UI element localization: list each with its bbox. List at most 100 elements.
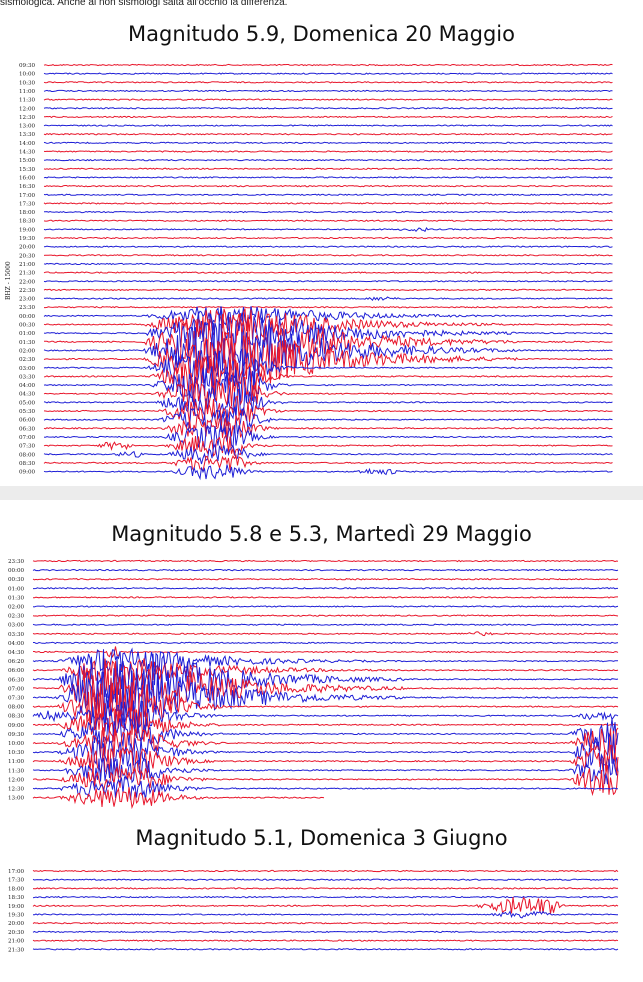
tick-label: 01:30	[8, 595, 25, 601]
seismic-trace	[43, 133, 613, 136]
tick-label: 07:30	[8, 696, 25, 702]
seismic-trace	[32, 869, 619, 873]
seismic-trace	[32, 578, 619, 581]
tick-label: 02:30	[8, 614, 25, 620]
seismic-trace	[32, 878, 619, 881]
tick-label: 20:30	[8, 930, 25, 936]
seismic-trace	[43, 226, 613, 233]
tick-label: 18:30	[8, 895, 25, 901]
tick-label: 06:20	[8, 659, 25, 665]
tick-label: 09:30	[8, 732, 25, 738]
seismic-trace	[44, 305, 613, 309]
seismic-trace	[32, 649, 619, 708]
seismic-trace	[43, 81, 613, 84]
tick-label: 21:00	[19, 262, 36, 268]
tick-label: 18:00	[8, 886, 25, 892]
tick-label: 00:00	[19, 314, 36, 320]
tick-label: 17:30	[8, 878, 25, 884]
seismic-trace	[43, 89, 613, 93]
tick-label: 20:30	[19, 253, 36, 259]
tick-label: 07:00	[19, 435, 36, 441]
tick-label: 07:30	[19, 444, 36, 450]
tick-label: 01:30	[19, 340, 36, 346]
tick-label: 08:00	[8, 705, 25, 711]
seismic-trace	[32, 744, 619, 776]
tick-label: 04:00	[19, 383, 36, 389]
panel-1-title: Magnitudo 5.9, Domenica 20 Maggio	[128, 22, 515, 46]
tick-label: 02:00	[8, 605, 25, 611]
seismic-trace	[32, 939, 619, 942]
seismic-trace	[43, 464, 613, 481]
tick-label: 19:00	[8, 904, 25, 910]
seismic-trace	[32, 765, 619, 797]
seismic-trace	[43, 407, 613, 435]
tick-label: 19:00	[19, 227, 36, 233]
tick-label: 10:30	[19, 80, 36, 86]
tick-label: 04:30	[19, 392, 36, 398]
tick-label: 18:00	[19, 210, 36, 216]
seismic-trace	[32, 776, 618, 800]
seismic-trace	[32, 887, 619, 890]
seismic-trace	[43, 395, 613, 428]
tick-label: 02:30	[19, 357, 36, 363]
seismic-trace	[43, 280, 613, 283]
tick-label: 12:00	[19, 106, 36, 112]
tick-label: 10:00	[19, 72, 36, 78]
seismic-trace	[43, 308, 613, 341]
tick-label: 23:30	[19, 305, 36, 311]
seismic-trace	[43, 435, 613, 457]
tick-label: 02:00	[19, 348, 36, 354]
seismic-trace	[32, 605, 619, 608]
tick-label: 00:30	[8, 577, 25, 583]
tick-label: 10:00	[8, 741, 25, 747]
tick-label: 01:00	[19, 331, 36, 337]
seismogram-1: BHZ - 15000 09:30 10:00 10:30 11:00 11:30 12:0…	[5, 63, 613, 481]
tick-label: 08:30	[8, 714, 25, 720]
tick-label: 13:00	[8, 796, 25, 802]
seismic-trace	[32, 895, 619, 899]
seismic-trace	[43, 63, 613, 67]
tick-label: 14:00	[19, 141, 36, 147]
seismic-trace	[32, 559, 619, 563]
tick-label: 21:30	[8, 947, 25, 953]
seismic-trace	[43, 193, 613, 196]
seismic-trace	[43, 385, 613, 420]
seismic-trace	[43, 72, 613, 75]
seismic-trace	[43, 176, 613, 179]
tick-label: 10:30	[8, 750, 25, 756]
panel-2-title: Magnitudo 5.8 e 5.3, Martedì 29 Maggio	[111, 522, 532, 546]
seismic-trace	[32, 647, 619, 674]
tick-label: 06:00	[19, 418, 36, 424]
seismic-trace	[43, 245, 613, 248]
tick-label: 05:30	[19, 409, 36, 415]
seismic-trace	[43, 356, 613, 398]
tick-label: 11:30	[19, 98, 36, 104]
tick-label: 08:30	[19, 461, 36, 467]
tick-label: 17:00	[8, 869, 25, 875]
tick-label: 06:30	[19, 426, 36, 432]
seismic-trace	[32, 568, 619, 572]
seismic-trace	[32, 930, 619, 934]
seismic-trace	[43, 425, 613, 450]
tick-label: 16:30	[19, 184, 36, 190]
seismic-trace	[43, 167, 613, 171]
seismic-trace	[43, 219, 613, 222]
tick-label: 00:00	[8, 568, 25, 574]
tick-label: 15:00	[19, 158, 36, 164]
tick-label: 19:30	[8, 913, 25, 919]
seismic-trace	[43, 376, 613, 409]
seismic-trace	[32, 727, 619, 759]
tick-label: 21:00	[8, 939, 25, 945]
tick-label: 12:30	[8, 787, 25, 793]
seismic-trace	[43, 321, 613, 378]
page-caption: sismologica. Anche ai non sismologi salt…	[0, 0, 288, 8]
seismogram-panel-2: Magnitudo 5.8 e 5.3, Martedì 29 Maggio 2…	[0, 502, 643, 982]
seismic-trace	[43, 158, 613, 162]
seismogram-panel-1: Magnitudo 5.9, Domenica 20 Maggio BHZ - …	[0, 10, 643, 484]
seismic-trace	[32, 921, 619, 925]
seismic-trace	[33, 910, 618, 919]
seismic-trace	[43, 271, 613, 274]
tick-label: 03:30	[8, 632, 25, 638]
tick-label: 12:00	[8, 777, 25, 783]
seismic-trace	[43, 210, 613, 214]
